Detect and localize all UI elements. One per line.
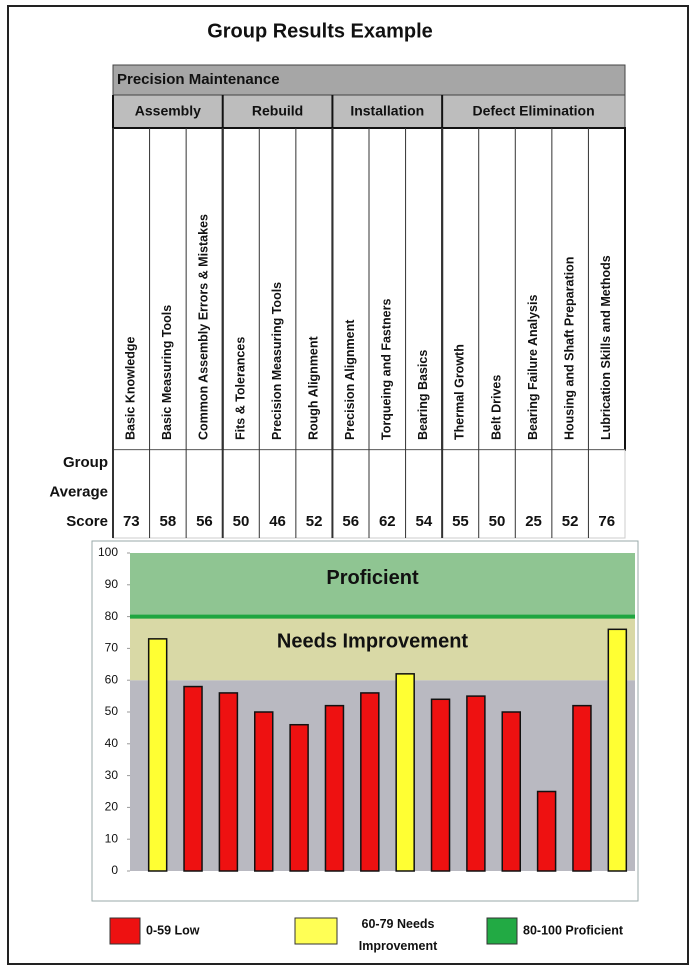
score: 56	[342, 513, 359, 530]
skill-label: Bearing Basics	[416, 350, 430, 440]
band-label: Needs Improvement	[277, 631, 469, 653]
score: 55	[452, 513, 469, 530]
row-label: Group	[63, 454, 108, 471]
skill-label: Basic Knowledge	[124, 336, 138, 440]
page-title: Group Results Example	[207, 20, 433, 42]
y-tick-label: 40	[105, 736, 119, 750]
bar	[466, 695, 486, 872]
score: 62	[379, 513, 396, 530]
bar	[395, 673, 415, 872]
bar	[218, 692, 239, 872]
legend-label: 60-79 Needs Improvement	[359, 917, 438, 953]
legend-label: 0-59 Low	[146, 923, 200, 937]
skill-label: Lubrication Skills and Methods	[599, 255, 613, 440]
section-label: Installation	[350, 103, 424, 119]
skill-label: Common Assembly Errors & Mistakes	[197, 214, 211, 440]
score: 52	[306, 513, 323, 530]
bar	[183, 685, 203, 872]
score: 58	[160, 513, 177, 530]
skill-label: Torqueing and Fastners	[380, 299, 394, 440]
bar	[147, 638, 168, 872]
band-label: Proficient	[326, 567, 419, 589]
bar	[360, 692, 380, 872]
skill-label: Thermal Growth	[453, 344, 467, 440]
y-tick-label: 30	[105, 768, 119, 782]
y-tick-label: 60	[105, 672, 119, 686]
skill-label: Fits & Tolerances	[233, 337, 247, 440]
bar	[324, 704, 345, 872]
bar	[572, 704, 592, 872]
band	[130, 553, 635, 617]
skill-label: Belt Drives	[489, 375, 503, 440]
bar	[254, 711, 274, 872]
bar	[607, 628, 628, 872]
section-label: Assembly	[135, 103, 201, 119]
group-label: Precision Maintenance	[117, 71, 280, 88]
skill-label: Rough Alignment	[306, 335, 320, 440]
y-tick-label: 80	[105, 609, 119, 623]
y-tick-label: 50	[105, 704, 119, 718]
legend-swatch	[294, 917, 338, 945]
bar	[501, 711, 521, 872]
skill-label: Housing and Shaft Preparation	[562, 257, 576, 440]
skill-label: Precision Alignment	[343, 319, 357, 440]
page-frame	[7, 5, 689, 965]
bar	[289, 723, 309, 872]
score: 76	[598, 513, 615, 530]
score: 73	[123, 513, 140, 530]
legend-swatch	[109, 917, 141, 945]
y-tick-label: 70	[105, 641, 119, 655]
legend-swatch	[486, 917, 518, 945]
y-tick-label: 0	[111, 863, 118, 877]
bar	[536, 790, 557, 872]
y-tick-label: 100	[98, 545, 118, 559]
y-tick-label: 90	[105, 577, 119, 591]
score: 46	[269, 513, 286, 530]
bar	[430, 698, 451, 872]
y-tick-label: 10	[105, 831, 119, 845]
score: 50	[489, 513, 506, 530]
row-label: Score	[66, 513, 108, 530]
score: 56	[196, 513, 213, 530]
score: 54	[416, 513, 433, 530]
score: 52	[562, 513, 579, 530]
score: 50	[233, 513, 250, 530]
section-row	[112, 94, 626, 129]
band	[130, 616, 635, 681]
row-label: Average	[49, 483, 108, 500]
skill-label: Basic Measuring Tools	[160, 305, 174, 440]
skill-label: Precision Measuring Tools	[270, 282, 284, 440]
score: 25	[525, 513, 542, 530]
skill-label: Bearing Failure Analysis	[526, 295, 540, 440]
section-label: Rebuild	[252, 103, 303, 119]
section-label: Defect Elimination	[473, 103, 595, 119]
legend-label: 80-100 Proficient	[523, 923, 624, 937]
band	[130, 680, 635, 871]
y-tick-label: 20	[105, 800, 119, 814]
